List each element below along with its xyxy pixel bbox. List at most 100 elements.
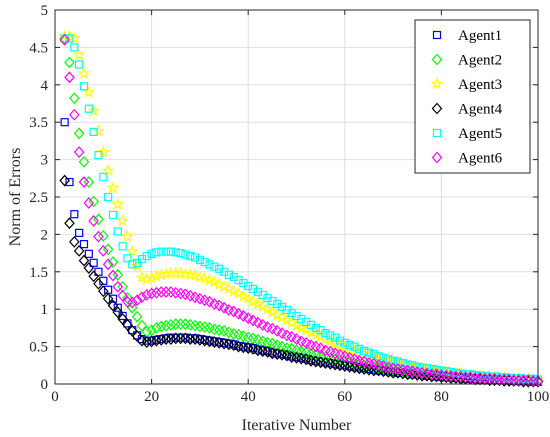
data-point	[165, 319, 177, 331]
data-markers	[58, 29, 545, 388]
y-tick-label: 1	[41, 302, 49, 318]
data-point	[75, 60, 84, 69]
data-point	[113, 303, 122, 312]
data-point	[208, 275, 221, 288]
data-point	[84, 104, 93, 113]
data-point	[213, 299, 225, 312]
data-point	[340, 338, 349, 347]
data-point	[175, 318, 186, 331]
data-point	[140, 272, 154, 285]
data-point	[123, 254, 132, 263]
data-point	[141, 289, 153, 301]
data-point	[99, 172, 108, 181]
data-point	[96, 145, 110, 158]
y-tick-label: 4.5	[29, 40, 48, 56]
legend-label: Agent2	[458, 53, 502, 69]
data-point	[498, 373, 510, 386]
data-point	[104, 192, 113, 202]
data-point	[93, 230, 104, 243]
data-point	[290, 318, 303, 332]
data-point	[403, 360, 412, 369]
data-point	[417, 363, 427, 372]
data-point	[89, 127, 98, 137]
legend-entry: Agent5	[432, 126, 502, 142]
data-point	[319, 332, 332, 345]
data-point	[151, 334, 162, 347]
data-point	[101, 164, 115, 177]
data-point	[157, 247, 166, 256]
data-point	[112, 280, 124, 293]
data-point	[460, 371, 471, 384]
data-point	[257, 319, 268, 331]
y-tick-label: 5	[41, 3, 49, 19]
data-point	[97, 244, 109, 257]
data-point	[233, 307, 244, 320]
axis-ticks: 0 20 40 60 80 100 0 0.5 1 1.5 2 2.5 3 3.5 4 4.5 5	[29, 3, 549, 405]
data-point	[427, 364, 436, 374]
data-point	[72, 48, 86, 61]
data-point	[170, 318, 182, 331]
data-point	[145, 271, 158, 284]
data-point	[84, 249, 93, 258]
data-point	[159, 267, 173, 280]
data-point	[280, 313, 294, 326]
data-point	[369, 349, 378, 359]
data-point	[126, 301, 138, 314]
data-point	[311, 323, 320, 332]
data-point	[151, 286, 162, 299]
data-point	[328, 336, 342, 350]
data-point	[108, 210, 118, 220]
data-point	[141, 336, 153, 349]
data-point	[165, 333, 177, 346]
data-point	[432, 365, 441, 374]
data-point	[450, 370, 462, 383]
data-point	[184, 333, 196, 346]
data-point	[321, 329, 330, 338]
data-point	[294, 321, 308, 334]
x-tick-label: 100	[527, 389, 550, 405]
data-point	[69, 92, 80, 105]
legend-entry: Agent3	[430, 77, 502, 93]
data-point	[69, 235, 80, 248]
x-tick-label: 60	[337, 389, 352, 405]
data-point	[205, 260, 214, 269]
data-point	[426, 368, 438, 381]
data-point	[246, 295, 260, 308]
data-point	[440, 369, 452, 382]
data-point	[78, 155, 90, 168]
data-point	[271, 324, 283, 337]
data-point	[532, 375, 544, 387]
data-point	[147, 249, 156, 258]
data-point	[494, 373, 505, 386]
data-point	[154, 268, 168, 281]
data-point	[112, 306, 124, 319]
data-point	[78, 254, 90, 267]
data-point	[117, 289, 128, 302]
data-point	[146, 335, 157, 348]
data-point	[323, 334, 337, 347]
data-point	[65, 34, 74, 43]
data-point	[88, 270, 99, 283]
data-point	[210, 262, 219, 271]
data-point	[393, 357, 403, 366]
data-point	[204, 295, 215, 308]
y-tick-label: 3.5	[29, 115, 48, 131]
data-point	[67, 31, 81, 44]
data-point	[155, 286, 167, 298]
legend-label: Agent6	[458, 151, 503, 167]
y-tick-label: 0.5	[29, 340, 48, 356]
legend-marker	[431, 53, 443, 66]
data-point	[170, 332, 182, 345]
data-point	[291, 333, 302, 346]
data-point	[83, 176, 95, 188]
data-point	[518, 374, 529, 387]
data-point	[78, 176, 90, 188]
data-point	[175, 332, 186, 345]
data-point	[247, 314, 259, 327]
data-point	[126, 296, 138, 309]
data-point	[270, 308, 284, 321]
data-point	[106, 181, 120, 194]
data-point	[93, 277, 104, 290]
data-point	[102, 258, 114, 271]
